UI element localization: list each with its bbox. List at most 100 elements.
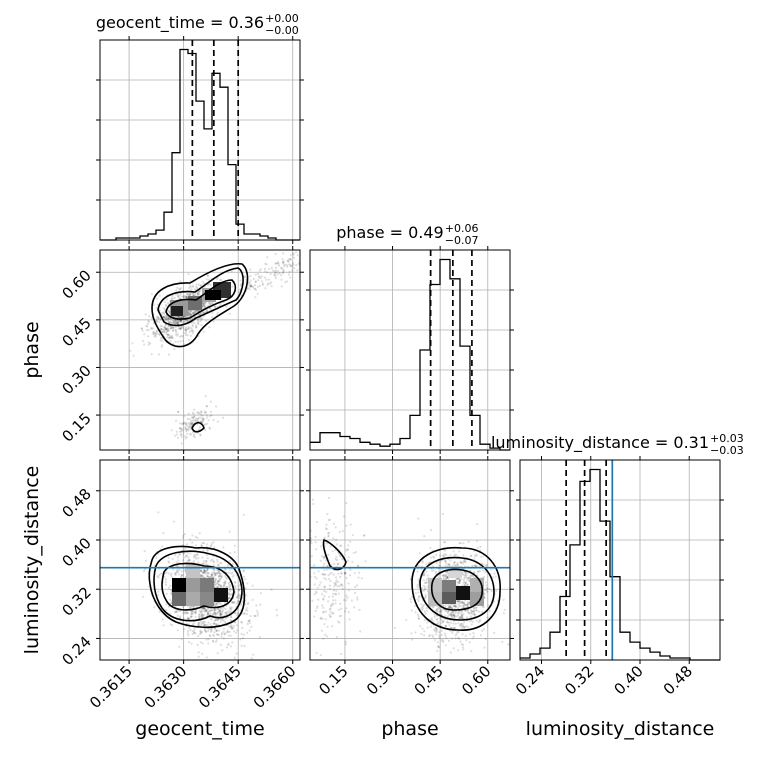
sample-point <box>143 568 147 571</box>
sample-point <box>205 656 208 659</box>
sample-point <box>461 600 464 604</box>
sample-point <box>444 577 448 581</box>
sample-point <box>190 288 193 291</box>
sample-point <box>488 609 491 613</box>
sample-point <box>205 278 208 281</box>
sample-point <box>473 607 476 610</box>
density-phase-distance <box>322 539 501 631</box>
sample-point <box>202 302 205 305</box>
sample-point <box>469 615 472 618</box>
sample-point <box>198 621 201 625</box>
sample-point <box>189 292 192 296</box>
sample-point <box>193 310 196 313</box>
sample-point <box>230 645 233 648</box>
sample-point <box>214 582 218 586</box>
sample-point <box>198 426 201 429</box>
sample-point <box>460 617 464 620</box>
sample-point <box>457 603 460 606</box>
sample-point <box>327 577 331 581</box>
sample-point <box>420 586 424 590</box>
sample-point <box>329 607 332 610</box>
sample-point <box>180 435 183 438</box>
sample-point <box>423 572 426 575</box>
sample-point <box>162 326 165 329</box>
sample-point <box>163 575 166 578</box>
sample-point <box>172 327 175 330</box>
sample-point <box>444 624 447 628</box>
sample-point <box>189 293 192 296</box>
sample-point <box>179 433 182 436</box>
sample-point <box>332 589 335 592</box>
sample-point <box>189 326 192 329</box>
sample-point <box>219 278 222 281</box>
sample-point <box>197 416 200 420</box>
sample-point <box>202 622 205 626</box>
sample-point <box>225 586 228 589</box>
sample-point <box>161 618 164 621</box>
sample-point <box>161 339 164 342</box>
sample-point <box>483 646 486 649</box>
sample-point <box>293 256 296 259</box>
sample-point <box>248 629 251 632</box>
sample-point <box>333 582 336 585</box>
sample-point <box>153 606 156 609</box>
sample-point <box>175 320 178 323</box>
sample-point <box>186 432 189 435</box>
sample-point <box>251 285 254 289</box>
density-cell <box>200 578 214 592</box>
sample-point <box>214 609 217 612</box>
sample-point <box>423 630 426 633</box>
sample-point <box>440 618 443 621</box>
sample-point <box>217 580 220 583</box>
sample-point <box>188 559 191 562</box>
sample-point <box>174 328 177 331</box>
sample-point <box>455 615 458 618</box>
sample-point <box>286 259 289 263</box>
sample-point <box>202 311 205 314</box>
sample-point <box>287 260 290 263</box>
sample-point <box>216 560 219 563</box>
sample-point <box>164 303 167 306</box>
sample-point <box>193 631 196 634</box>
sample-point <box>445 562 448 565</box>
sample-point <box>185 296 188 299</box>
y-tick-label: 0.45 <box>58 314 94 350</box>
sample-point <box>193 312 196 315</box>
sample-point <box>353 591 356 595</box>
sample-point <box>422 579 425 582</box>
sample-point <box>188 627 191 630</box>
sample-point <box>410 609 413 612</box>
sample-point <box>212 612 215 615</box>
y-tick-label: 0.48 <box>58 485 94 521</box>
sample-point <box>192 412 195 415</box>
sample-point <box>464 582 467 585</box>
sample-point <box>190 312 193 315</box>
sample-point <box>347 589 350 592</box>
sample-point <box>226 564 229 567</box>
sample-point <box>484 571 487 574</box>
sample-point <box>210 618 213 621</box>
sample-point <box>416 598 419 601</box>
sample-point <box>417 517 420 520</box>
sample-point <box>202 305 205 308</box>
sample-point <box>228 312 231 315</box>
sample-point <box>165 315 168 318</box>
sample-point <box>459 623 462 626</box>
sample-point <box>174 572 177 575</box>
sample-point <box>217 618 220 621</box>
sample-point <box>213 634 216 638</box>
sample-point <box>248 281 251 284</box>
sample-point <box>185 295 188 299</box>
sample-point <box>219 614 222 617</box>
sample-point <box>220 585 223 588</box>
sample-point <box>466 603 469 607</box>
sample-point <box>462 617 465 620</box>
sample-point <box>237 589 241 592</box>
sample-point <box>193 436 196 439</box>
sample-point <box>200 544 203 548</box>
sample-point <box>483 588 486 592</box>
density-cell <box>214 588 228 602</box>
sample-point <box>229 634 233 637</box>
sample-point <box>220 633 223 636</box>
sample-point <box>169 317 173 320</box>
